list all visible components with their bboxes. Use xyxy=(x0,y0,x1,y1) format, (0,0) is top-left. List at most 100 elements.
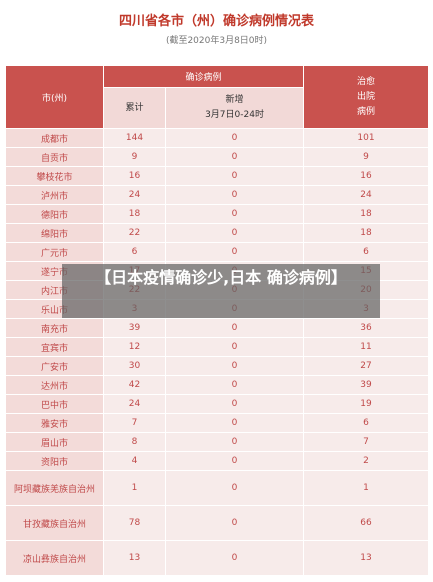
new-cell: 0 xyxy=(164,470,305,506)
new-cell: 0 xyxy=(164,128,305,148)
new-cell: 0 xyxy=(164,147,305,167)
cumulative-cell: 6 xyxy=(103,242,166,262)
table-row: 资阳市 4 0 2 xyxy=(5,451,430,471)
cumulative-cell: 144 xyxy=(103,128,166,148)
city-cell: 雅安市 xyxy=(5,413,104,433)
new-cell: 0 xyxy=(164,540,305,576)
cumulative-cell: 30 xyxy=(103,356,166,376)
cumulative-cell: 8 xyxy=(103,432,166,452)
header-city: 市(州) xyxy=(5,65,104,129)
new-cell: 0 xyxy=(164,242,305,262)
header-new-line2: 3月7日0-24时 xyxy=(205,110,264,120)
table-row: 巴中市 24 0 19 xyxy=(5,394,430,414)
city-cell: 绵阳市 xyxy=(5,223,104,243)
table-row: 攀枝花市 16 0 16 xyxy=(5,166,430,186)
table-row: 成都市 144 0 101 xyxy=(5,128,430,148)
new-cell: 0 xyxy=(164,413,305,433)
city-cell: 阿坝藏族羌族自治州 xyxy=(5,470,104,506)
table-row: 眉山市 8 0 7 xyxy=(5,432,430,452)
table-row: 达州市 42 0 39 xyxy=(5,375,430,395)
city-cell: 眉山市 xyxy=(5,432,104,452)
cured-cell: 18 xyxy=(303,223,430,243)
table-row: 阿坝藏族羌族自治州 1 0 1 xyxy=(5,470,430,506)
new-cell: 0 xyxy=(164,318,305,338)
new-cell: 0 xyxy=(164,337,305,357)
header-new: 新增 3月7日0-24时 xyxy=(164,87,305,129)
header-new-line1: 新增 xyxy=(225,95,244,105)
table-row: 广元市 6 0 6 xyxy=(5,242,430,262)
table-row: 雅安市 7 0 6 xyxy=(5,413,430,433)
cumulative-cell: 24 xyxy=(103,394,166,414)
case-table: 市(州) 确诊病例 治愈 出院 病例 累计 新增 3月7日0-24时 成都市 14… xyxy=(5,65,430,576)
city-cell: 成都市 xyxy=(5,128,104,148)
city-cell: 凉山彝族自治州 xyxy=(5,540,104,576)
new-cell: 0 xyxy=(164,451,305,471)
new-cell: 0 xyxy=(164,505,305,541)
city-cell: 自贡市 xyxy=(5,147,104,167)
cured-cell: 13 xyxy=(303,540,430,576)
cumulative-cell: 42 xyxy=(103,375,166,395)
city-cell: 达州市 xyxy=(5,375,104,395)
city-cell: 资阳市 xyxy=(5,451,104,471)
city-cell: 南充市 xyxy=(5,318,104,338)
header-cumulative: 累计 xyxy=(103,87,166,129)
header-cured-line3: 病例 xyxy=(357,106,376,117)
cumulative-cell: 4 xyxy=(103,451,166,471)
cured-cell: 101 xyxy=(303,128,430,148)
cured-cell: 24 xyxy=(303,185,430,205)
table-row: 凉山彝族自治州 13 0 13 xyxy=(5,540,430,576)
cumulative-cell: 1 xyxy=(103,470,166,506)
new-cell: 0 xyxy=(164,223,305,243)
table-row: 德阳市 18 0 18 xyxy=(5,204,430,224)
table-row: 自贡市 9 0 9 xyxy=(5,147,430,167)
city-cell: 广安市 xyxy=(5,356,104,376)
cumulative-cell: 39 xyxy=(103,318,166,338)
city-cell: 巴中市 xyxy=(5,394,104,414)
city-cell: 德阳市 xyxy=(5,204,104,224)
cumulative-cell: 13 xyxy=(103,540,166,576)
table-row: 泸州市 24 0 24 xyxy=(5,185,430,205)
header-cured-line1: 治愈 xyxy=(357,76,376,87)
new-cell: 0 xyxy=(164,166,305,186)
city-cell: 泸州市 xyxy=(5,185,104,205)
city-cell: 宜宾市 xyxy=(5,337,104,357)
cured-cell: 7 xyxy=(303,432,430,452)
city-cell: 攀枝花市 xyxy=(5,166,104,186)
new-cell: 0 xyxy=(164,394,305,414)
cured-cell: 11 xyxy=(303,337,430,357)
cumulative-cell: 18 xyxy=(103,204,166,224)
new-cell: 0 xyxy=(164,375,305,395)
cured-cell: 39 xyxy=(303,375,430,395)
table-row: 甘孜藏族自治州 78 0 66 xyxy=(5,505,430,541)
header-cured-line2: 出院 xyxy=(357,91,376,102)
table-row: 南充市 39 0 36 xyxy=(5,318,430,338)
header-cured: 治愈 出院 病例 xyxy=(303,65,430,129)
table-body: 成都市 144 0 101 自贡市 9 0 9 攀枝花市 16 0 16 泸州市 24 0 24 德阳市… xyxy=(5,128,430,576)
cured-cell: 36 xyxy=(303,318,430,338)
cured-cell: 1 xyxy=(303,470,430,506)
new-cell: 0 xyxy=(164,356,305,376)
table-title: 四川省各市（州）确诊病例情况表 xyxy=(118,14,314,29)
cumulative-cell: 7 xyxy=(103,413,166,433)
cured-cell: 16 xyxy=(303,166,430,186)
table-row: 宜宾市 12 0 11 xyxy=(5,337,430,357)
cumulative-cell: 12 xyxy=(103,337,166,357)
cured-cell: 2 xyxy=(303,451,430,471)
table-row: 广安市 30 0 27 xyxy=(5,356,430,376)
cured-cell: 66 xyxy=(303,505,430,541)
cured-cell: 18 xyxy=(303,204,430,224)
new-cell: 0 xyxy=(164,432,305,452)
new-cell: 0 xyxy=(164,204,305,224)
cumulative-cell: 16 xyxy=(103,166,166,186)
cured-cell: 6 xyxy=(303,242,430,262)
cumulative-cell: 24 xyxy=(103,185,166,205)
caption-overlay: 【日本疫情确诊少,日本 确诊病例】 xyxy=(62,264,380,318)
table-subtitle: (截至2020年3月8日0时) xyxy=(165,36,268,46)
cured-cell: 19 xyxy=(303,394,430,414)
new-cell: 0 xyxy=(164,185,305,205)
cumulative-cell: 78 xyxy=(103,505,166,541)
city-cell: 甘孜藏族自治州 xyxy=(5,505,104,541)
cured-cell: 27 xyxy=(303,356,430,376)
cumulative-cell: 22 xyxy=(103,223,166,243)
table-row: 绵阳市 22 0 18 xyxy=(5,223,430,243)
